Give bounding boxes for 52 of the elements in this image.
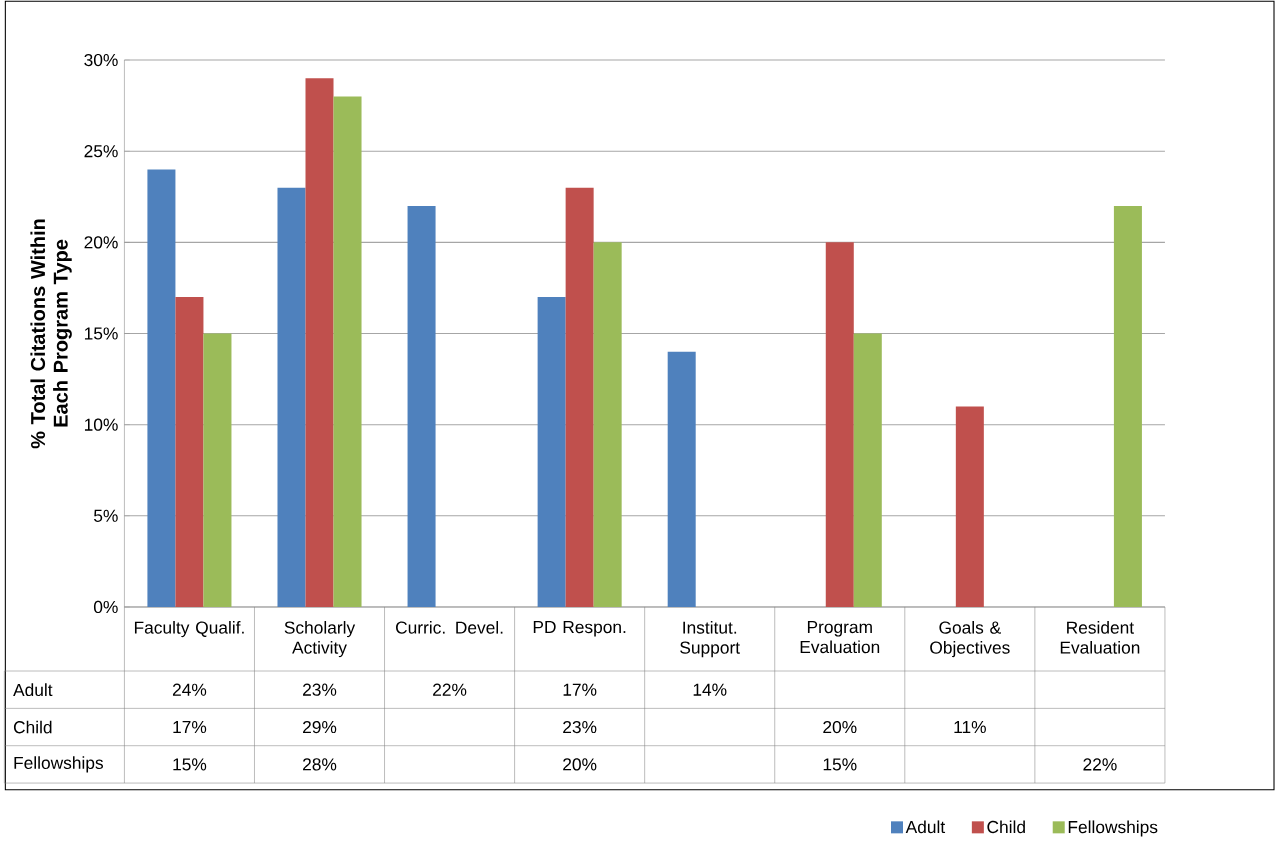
y-tick-label: 25% xyxy=(84,145,118,158)
legend-label: Adult xyxy=(905,820,946,834)
x-tick-label: Curric. Devel. xyxy=(396,621,503,634)
y-tick-label: 20% xyxy=(84,236,118,249)
bar xyxy=(1113,205,1142,608)
data-label: 29% xyxy=(303,721,337,734)
bar xyxy=(407,205,436,608)
y-tick-label: 30% xyxy=(84,54,118,67)
bar xyxy=(853,333,882,608)
text: Child xyxy=(13,720,52,734)
bar xyxy=(333,96,362,608)
bar xyxy=(565,187,594,608)
x-tick-label: Faculty Qualif. xyxy=(134,621,244,638)
bar xyxy=(667,351,696,608)
x-tick-label: Scholarly Activity xyxy=(284,621,356,658)
bar xyxy=(955,406,984,608)
y-tick-label: 10% xyxy=(84,418,118,431)
bar xyxy=(147,169,176,608)
data-label: 22% xyxy=(1083,758,1117,771)
x-tick-label: PD Respon. xyxy=(533,621,626,637)
data-label: 22% xyxy=(433,683,467,696)
data-label: 20% xyxy=(563,758,597,771)
bar xyxy=(593,242,622,608)
bar xyxy=(305,78,334,608)
legend-label: Fellowships xyxy=(1068,820,1158,837)
x-tick-label: Program Evaluation xyxy=(800,621,880,654)
data-label: 24% xyxy=(172,683,207,696)
y-axis-title: % Total Citations Within Each Program Type xyxy=(30,219,72,449)
y-tick-label: 5% xyxy=(93,509,118,523)
bar xyxy=(825,242,854,608)
data-label: 23% xyxy=(303,683,337,696)
data-label: 23% xyxy=(563,721,597,734)
bar xyxy=(203,333,232,608)
x-tick-label: Resident Evaluation xyxy=(1060,621,1140,654)
data-label: 17% xyxy=(563,683,597,696)
bar xyxy=(537,297,566,608)
text: Adult xyxy=(13,683,53,697)
y-tick-label: 0% xyxy=(93,600,118,614)
y-tick-label: 15% xyxy=(84,327,118,340)
text: Fellowships xyxy=(14,756,104,773)
data-label: 28% xyxy=(303,758,337,771)
x-tick-label: Institut. Support xyxy=(680,621,740,658)
bar xyxy=(175,297,204,608)
data-label: 15% xyxy=(173,758,207,771)
bar xyxy=(277,187,306,608)
data-label: 11% xyxy=(954,721,986,734)
data-label: 17% xyxy=(173,721,207,734)
data-label: 20% xyxy=(823,721,857,734)
legend-label: Child xyxy=(987,820,1025,834)
data-label: 14% xyxy=(693,683,727,696)
x-tick-label: Goals & Objectives xyxy=(930,621,1010,658)
data-label: 15% xyxy=(823,758,857,771)
